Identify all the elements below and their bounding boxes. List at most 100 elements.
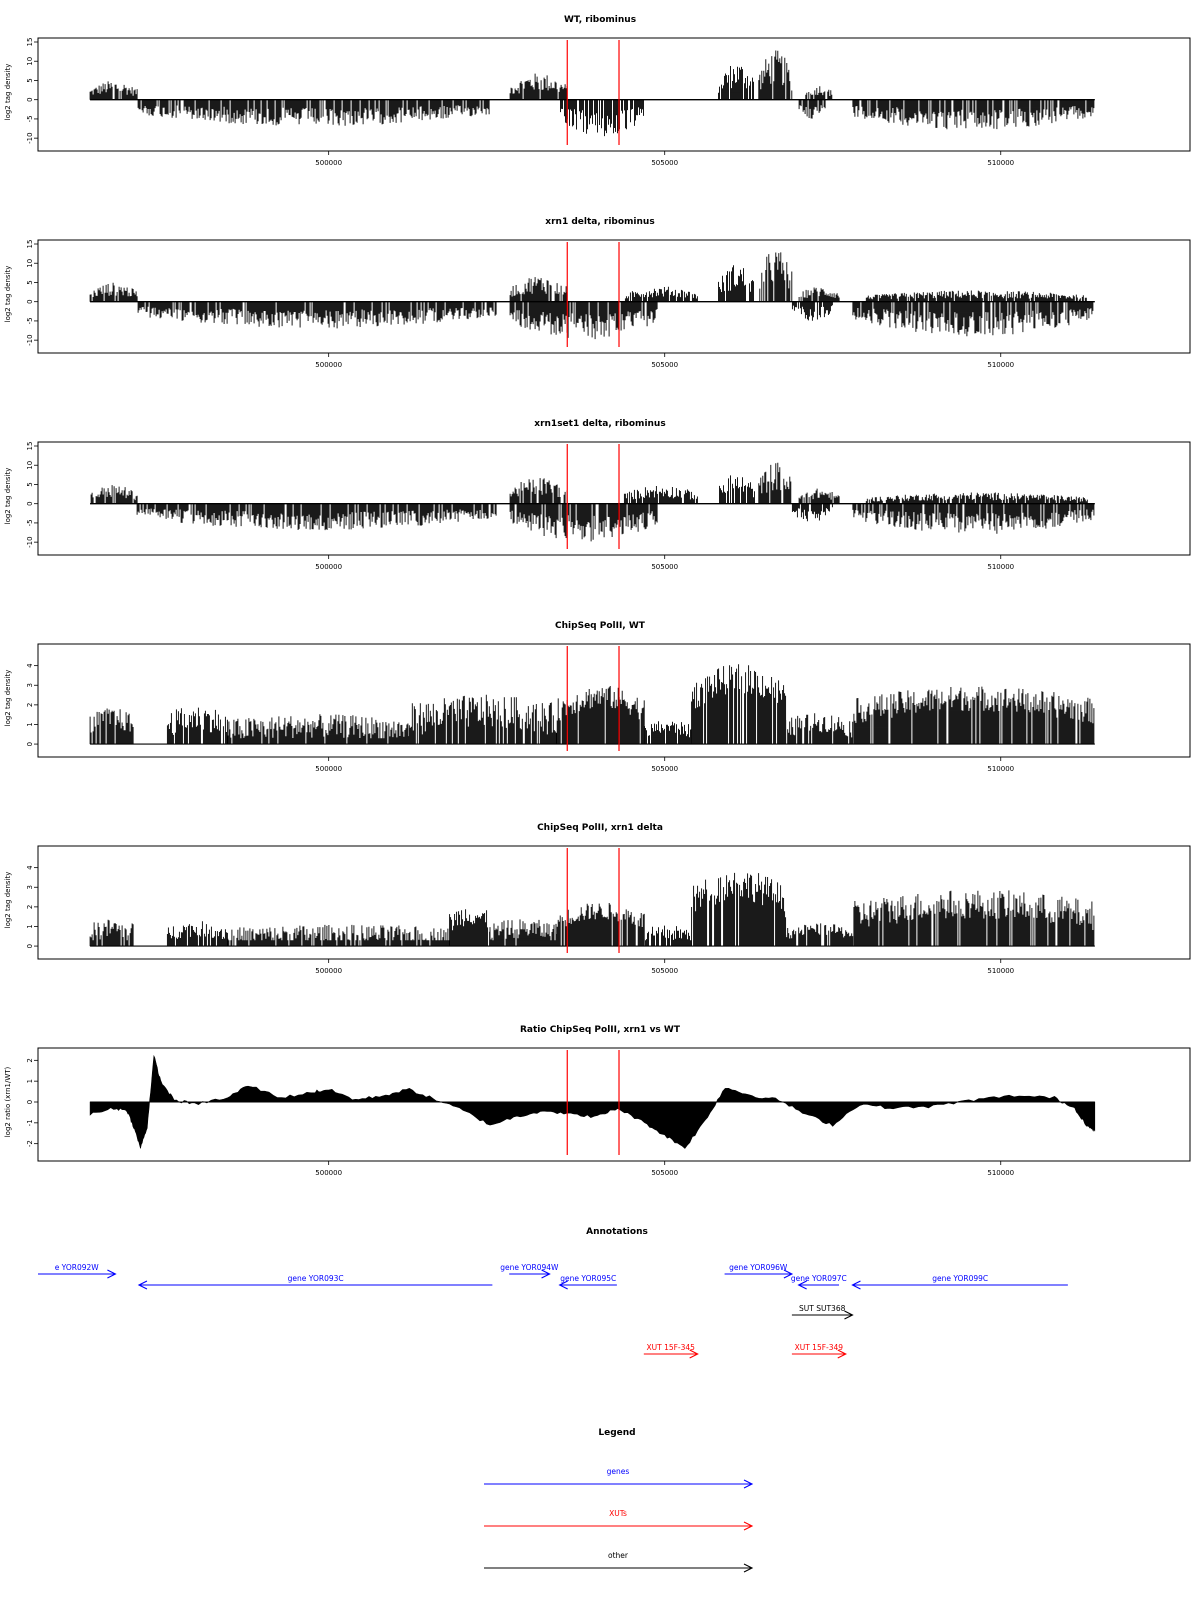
data-layer: 0 1 2 3 4 log2 tag density 500000 505000 510000 <box>4 646 1095 773</box>
y-tick-label: 5 <box>26 280 34 284</box>
x-tick-label: 510000 <box>987 159 1014 167</box>
panel-title: xrn1set1 delta, ribominus <box>534 419 665 429</box>
y-tick-label: -5 <box>26 115 34 122</box>
y-tick-label: 10 <box>26 259 34 268</box>
panel-title: xrn1 delta, ribominus <box>545 217 654 227</box>
annotation-arrow-head <box>541 1269 551 1279</box>
panel-title: ChipSeq PolII, WT <box>555 621 646 631</box>
y-tick-label: 3 <box>26 885 34 889</box>
annotation-label: SUT SUT368 <box>799 1304 846 1313</box>
annotation-label: gene YOR099C <box>932 1274 988 1283</box>
y-axis-label: log2 tag density <box>4 468 12 525</box>
annotation-label: gene YOR097C <box>791 1274 847 1283</box>
y-tick-label: 2 <box>26 905 34 909</box>
panel-xrn1set1-ribominus: xrn1set1 delta, ribominus -10 -5 0 5 10 15 log… <box>4 419 1191 571</box>
annotation-arrow-head <box>797 1280 807 1290</box>
y-tick-label: 10 <box>26 461 34 470</box>
y-tick-label: -10 <box>26 132 34 143</box>
panel-title: Ratio ChipSeq PolII, xrn1 vs WT <box>520 1025 681 1035</box>
y-axis-label: log2 tag density <box>4 670 12 727</box>
density-bars <box>89 664 1095 745</box>
annotation-label: XUT 15F-349 <box>795 1343 844 1352</box>
y-axis-label: log2 tag density <box>4 266 12 323</box>
annotations-section: Annotations e YOR092W gene YOR093C gene YO… <box>38 1227 1068 1359</box>
y-tick-label: 15 <box>26 38 34 47</box>
y-tick-label: 5 <box>26 482 34 486</box>
y-axis-label: log2 ratio (xrn1/WT) <box>4 1066 12 1137</box>
x-tick-label: 500000 <box>315 159 342 167</box>
y-tick-label: 1 <box>26 924 34 928</box>
y-tick-label: 0 <box>26 97 34 101</box>
panel-chipseq-wt: ChipSeq PolII, WT 0 1 2 3 4 log2 tag density 5… <box>4 621 1191 773</box>
y-tick-label: 0 <box>26 501 34 505</box>
density-bars <box>89 50 1095 137</box>
annotation-arrow-head <box>837 1349 847 1359</box>
legend-arrow-head <box>743 1521 754 1531</box>
annotation-arrow-head <box>107 1269 117 1279</box>
x-tick-label: 500000 <box>315 361 342 369</box>
annotations-title: Annotations <box>586 1227 648 1237</box>
annotation-arrow-head <box>558 1280 568 1290</box>
annotation-arrow-head <box>137 1280 148 1290</box>
x-tick-label: 510000 <box>987 563 1014 571</box>
annotation-label: gene YOR094W <box>500 1263 559 1272</box>
legend-arrow-head <box>743 1563 754 1573</box>
legend-section: Legend genes XUTs other <box>484 1428 754 1573</box>
annotation-label: gene YOR096W <box>729 1263 788 1272</box>
panel-title: WT, ribominus <box>564 15 636 25</box>
data-layer: 0 1 2 3 4 log2 tag density 500000 505000 510000 <box>4 848 1095 975</box>
y-tick-label: 2 <box>26 1058 34 1062</box>
y-tick-label: 1 <box>26 1079 34 1083</box>
legend-items: genes XUTs other <box>484 1467 754 1573</box>
x-tick-label: 510000 <box>987 361 1014 369</box>
x-tick-label: 510000 <box>987 1169 1014 1177</box>
y-axis-label: log2 tag density <box>4 64 12 121</box>
annotation-label: gene YOR095C <box>560 1274 616 1283</box>
density-bars <box>89 872 1095 947</box>
y-tick-label: -2 <box>26 1140 34 1147</box>
panel-title: ChipSeq PolII, xrn1 delta <box>537 823 663 833</box>
y-tick-label: 1 <box>26 722 34 726</box>
x-tick-label: 505000 <box>651 1169 678 1177</box>
y-tick-label: 15 <box>26 442 34 451</box>
x-tick-label: 500000 <box>315 967 342 975</box>
y-tick-label: 4 <box>26 663 34 668</box>
legend-label: XUTs <box>609 1509 627 1518</box>
annotation-arrow-head <box>783 1269 794 1279</box>
annotation-label: e YOR092W <box>55 1263 100 1272</box>
x-tick-label: 510000 <box>987 967 1014 975</box>
y-tick-label: -1 <box>26 1119 34 1126</box>
x-tick-label: 510000 <box>987 765 1014 773</box>
x-tick-label: 500000 <box>315 765 342 773</box>
x-tick-label: 505000 <box>651 159 678 167</box>
panel-xrn1-ribominus: xrn1 delta, ribominus -10 -5 0 5 10 15 log2 ta… <box>4 217 1191 369</box>
density-bars <box>89 252 1094 340</box>
data-layer: -10 -5 0 5 10 15 log2 tag density 500000 505000 5… <box>4 240 1095 369</box>
data-layer: -10 -5 0 5 10 15 log2 tag density 500000 505000 5… <box>4 38 1095 167</box>
y-tick-label: 5 <box>26 78 34 82</box>
y-tick-label: -5 <box>26 519 34 526</box>
y-tick-label: -10 <box>26 334 34 345</box>
x-tick-label: 505000 <box>651 765 678 773</box>
x-tick-label: 505000 <box>651 563 678 571</box>
legend-title: Legend <box>598 1428 635 1438</box>
legend-label: genes <box>607 1467 630 1476</box>
y-tick-label: 0 <box>26 742 34 746</box>
x-tick-label: 500000 <box>315 1169 342 1177</box>
y-tick-label: -5 <box>26 317 34 324</box>
x-tick-label: 500000 <box>315 563 342 571</box>
y-tick-label: 15 <box>26 240 34 249</box>
x-tick-label: 505000 <box>651 361 678 369</box>
annotation-label: gene YOR093C <box>288 1274 344 1283</box>
y-axis-label: log2 tag density <box>4 872 12 929</box>
y-tick-label: 3 <box>26 683 34 687</box>
annotation-arrow-head <box>844 1310 854 1320</box>
legend-label: other <box>608 1551 629 1560</box>
annotation-label: XUT 15F-345 <box>646 1343 695 1352</box>
panel-chipseq-xrn1: ChipSeq PolII, xrn1 delta 0 1 2 3 4 log2 tag … <box>4 823 1191 975</box>
y-tick-label: 2 <box>26 703 34 707</box>
y-tick-label: -10 <box>26 536 34 547</box>
